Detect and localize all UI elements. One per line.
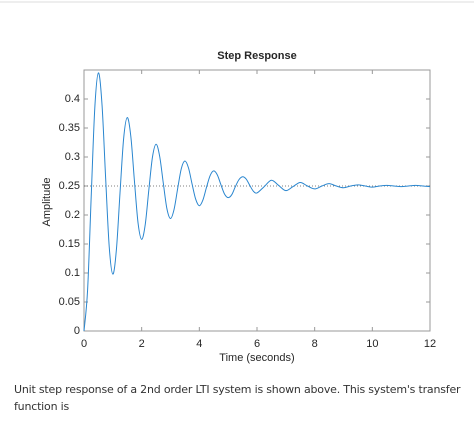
x-axis-label: Time (seconds) — [219, 352, 294, 364]
y-tick-label: 0.2 — [65, 209, 80, 221]
x-tick-label: 4 — [196, 338, 202, 350]
x-tick-label: 6 — [254, 338, 260, 350]
caption: Unit step response of a 2nd order LTI sy… — [14, 383, 461, 413]
x-tick-label: 0 — [81, 338, 87, 350]
y-tick-label: 0.25 — [59, 180, 80, 192]
x-tick-label: 2 — [139, 338, 145, 350]
y-tick-label: 0.05 — [59, 296, 80, 308]
x-tick-label: 8 — [312, 338, 318, 350]
y-tick-label: 0.4 — [65, 93, 80, 105]
x-tick-label: 12 — [424, 338, 436, 350]
y-tick-label: 0.1 — [65, 267, 80, 279]
y-tick-label: 0.35 — [59, 122, 80, 134]
x-tick-label: 10 — [366, 338, 378, 350]
chart-title: Step Response — [217, 50, 296, 62]
y-tick-label: 0.15 — [59, 238, 80, 250]
y-axis-label: Amplitude — [41, 178, 53, 227]
chart: Step Response Time (seconds) Amplitude 0… — [0, 1, 474, 364]
y-tick-label: 0 — [74, 325, 80, 337]
y-tick-label: 0.3 — [65, 151, 80, 163]
response-line — [83, 72, 431, 332]
